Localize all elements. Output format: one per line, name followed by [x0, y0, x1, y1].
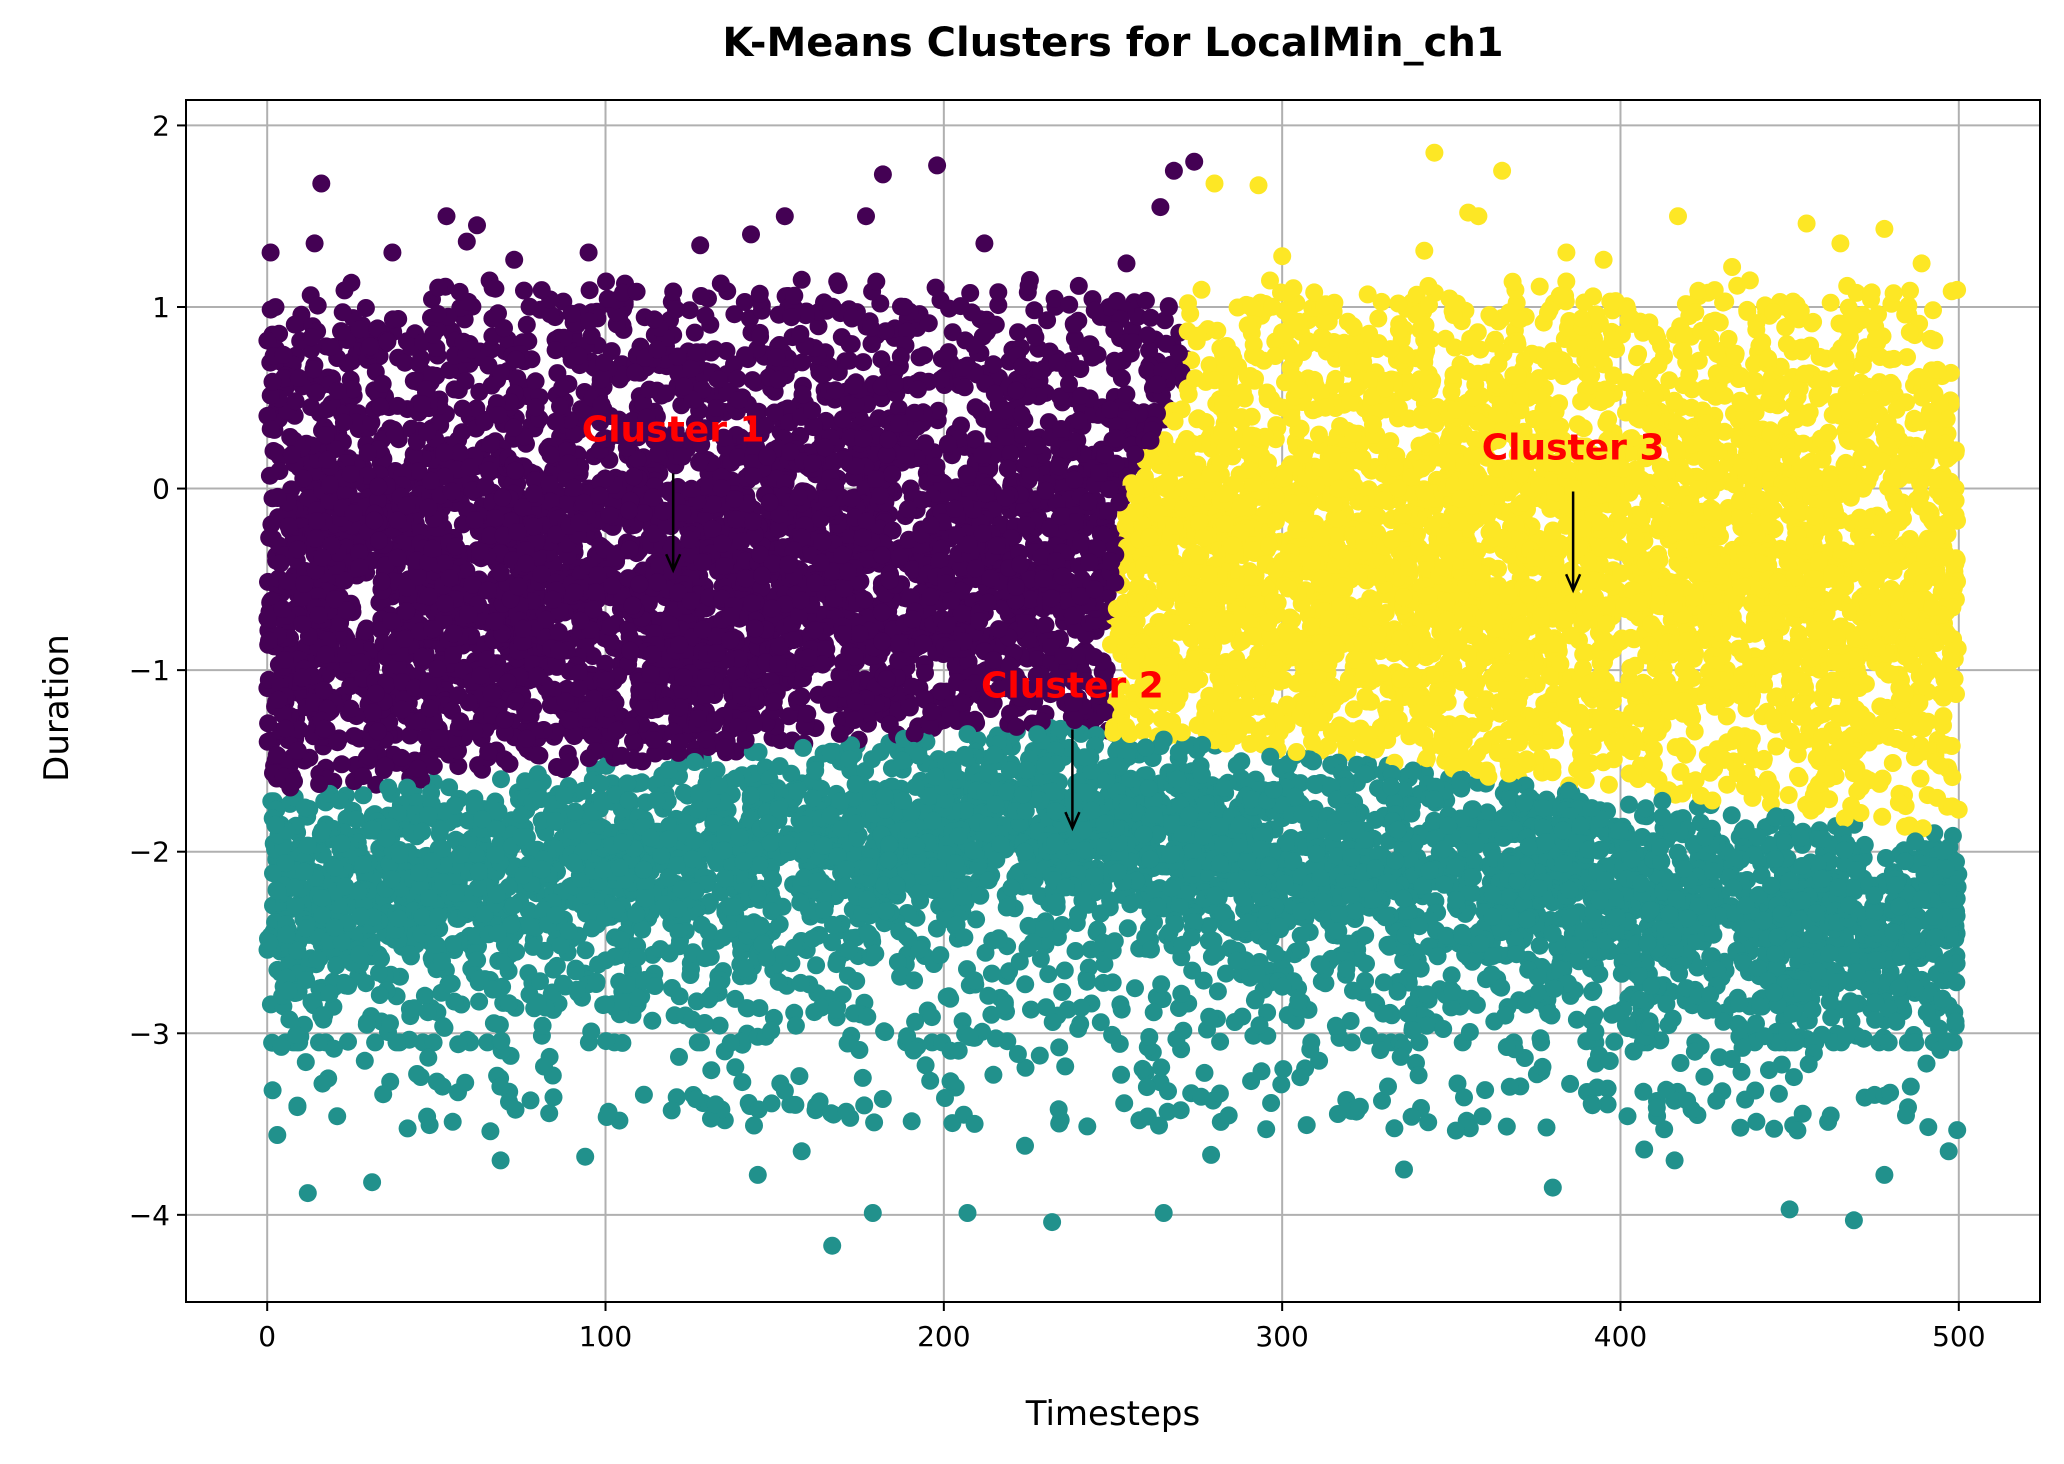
cluster-3-point: [1226, 409, 1245, 427]
cluster-1-point: [916, 664, 934, 682]
cluster-1-point: [1141, 308, 1160, 327]
cluster-3-point: [1417, 749, 1436, 768]
cluster-3-point: [1873, 807, 1892, 826]
cluster-1-point: [908, 380, 927, 399]
cluster-1-point: [601, 617, 620, 636]
cluster-3-point: [1934, 688, 1953, 707]
cluster-3-point: [1779, 786, 1798, 805]
cluster-3-point: [1447, 426, 1466, 445]
cluster-2-point: [492, 770, 510, 789]
chart-title: K-Means Clusters for LocalMin_ch1: [722, 20, 1503, 66]
cluster-1-point: [526, 372, 545, 391]
cluster-3-point: [1847, 700, 1865, 719]
cluster-3-point: [1873, 769, 1892, 788]
cluster-3-point: [1476, 707, 1495, 726]
cluster-1-point: [1012, 405, 1031, 424]
cluster-1-point: [453, 399, 472, 418]
cluster-2-point: [1118, 919, 1137, 938]
cluster-3-point: [1188, 410, 1207, 429]
cluster-3-point: [1883, 754, 1902, 772]
cluster-3-point: [1925, 331, 1944, 350]
cluster-3-point: [1628, 348, 1646, 367]
data-points: [258, 143, 1968, 1255]
cluster-3-point: [1911, 769, 1930, 788]
cluster-3-point: [1213, 422, 1232, 441]
cluster-3-point: [1936, 735, 1955, 754]
cluster-3-point: [1924, 301, 1942, 320]
cluster-3-point: [1242, 407, 1261, 426]
cluster-3-point: [1673, 737, 1692, 756]
cluster-1-point: [1124, 333, 1142, 352]
cluster-3-point: [1907, 491, 1926, 509]
cluster-1-point: [388, 396, 407, 415]
cluster-1-point: [517, 315, 536, 334]
cluster-2-point: [1022, 1000, 1040, 1019]
cluster-1-point: [356, 622, 375, 641]
